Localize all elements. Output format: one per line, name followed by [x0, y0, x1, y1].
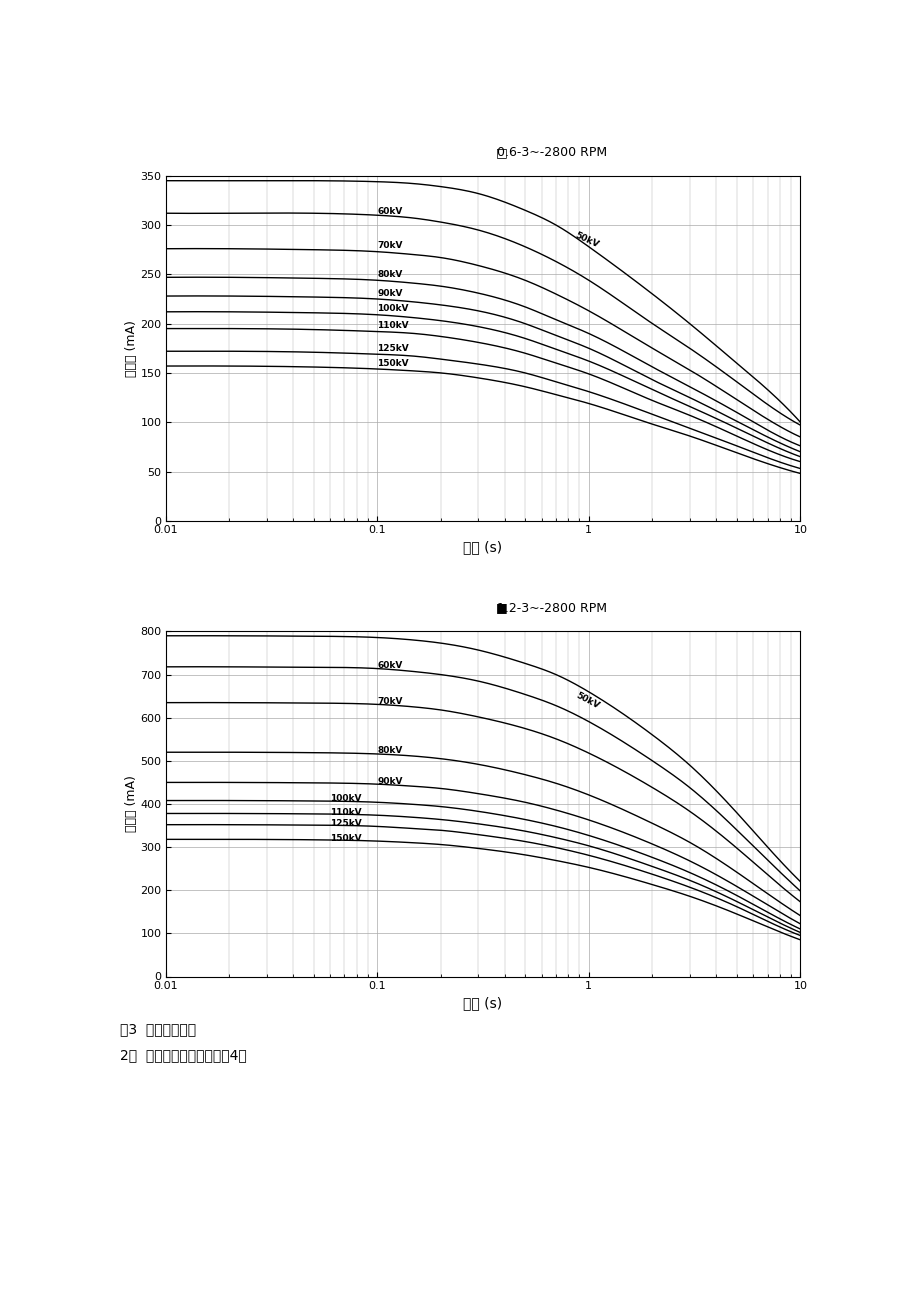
Text: 125kV: 125kV [377, 344, 409, 353]
Text: 90kV: 90kV [377, 776, 403, 785]
Text: 110kV: 110kV [330, 807, 361, 816]
Text: 60kV: 60kV [377, 660, 403, 669]
Text: 100kV: 100kV [377, 305, 408, 314]
Text: 150kV: 150kV [377, 358, 408, 367]
Text: 70kV: 70kV [377, 241, 403, 250]
Text: 2、  灯丝发射特性曲线见图4：: 2、 灯丝发射特性曲线见图4： [119, 1048, 246, 1062]
Y-axis label: 管电流 (mA): 管电流 (mA) [124, 320, 137, 376]
Text: 100kV: 100kV [330, 794, 361, 803]
Text: 0.6-3~-2800 RPM: 0.6-3~-2800 RPM [496, 146, 607, 159]
Text: 图3  负载特性曲线: 图3 负载特性曲线 [119, 1022, 196, 1036]
Text: 150kV: 150kV [330, 833, 361, 842]
X-axis label: 时间 (s): 时间 (s) [463, 540, 502, 555]
Text: 50kV: 50kV [573, 230, 600, 249]
Text: 110kV: 110kV [377, 322, 408, 331]
Text: ■: ■ [495, 602, 507, 615]
Text: 90kV: 90kV [377, 289, 403, 298]
Y-axis label: 管电流 (mA): 管电流 (mA) [124, 776, 137, 832]
Text: 125kV: 125kV [330, 819, 361, 828]
Text: 60kV: 60kV [377, 207, 403, 216]
Text: 80kV: 80kV [377, 746, 403, 755]
Text: □: □ [495, 146, 507, 159]
X-axis label: 时间 (s): 时间 (s) [463, 996, 502, 1010]
Text: 1.2-3~-2800 RPM: 1.2-3~-2800 RPM [496, 602, 607, 615]
Text: 70kV: 70kV [377, 697, 403, 706]
Text: 80kV: 80kV [377, 270, 403, 279]
Text: 50kV: 50kV [573, 690, 600, 711]
